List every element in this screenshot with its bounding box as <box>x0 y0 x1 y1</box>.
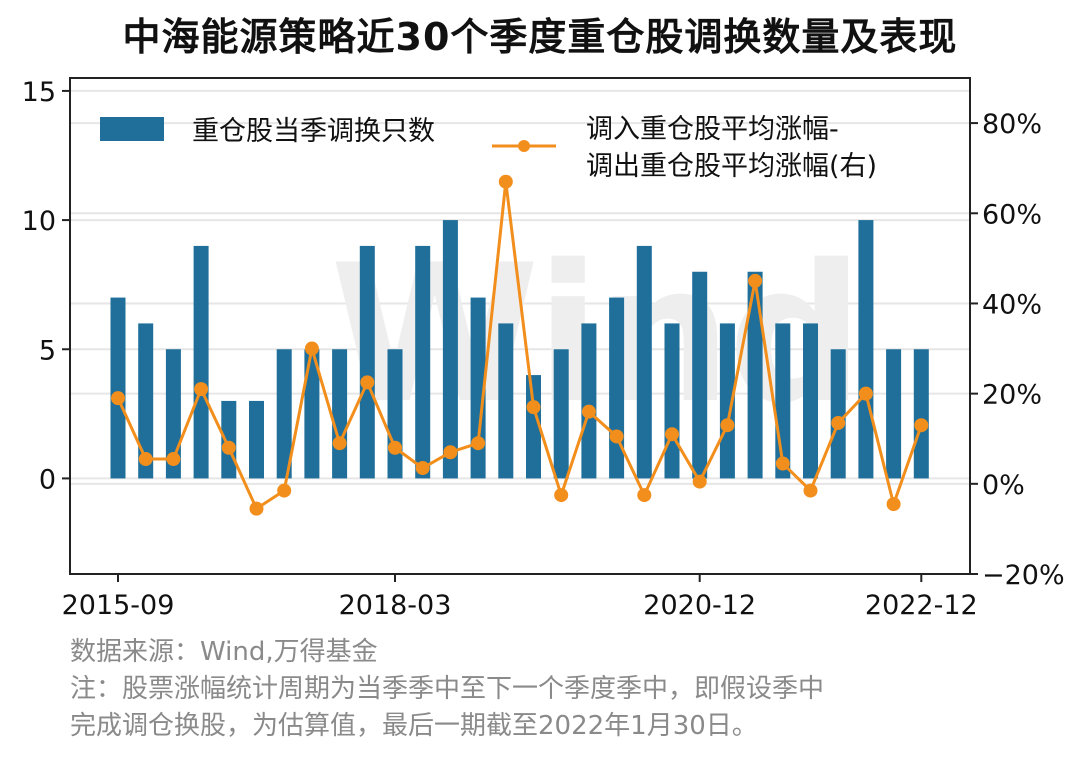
line-series <box>111 174 929 516</box>
line-point-15 <box>526 400 541 415</box>
x-tick-label-2: 2020-12 <box>643 590 756 621</box>
line-point-13 <box>471 436 486 451</box>
bar-21 <box>692 271 708 479</box>
left-axis-ticks: 0 5 10 15 <box>22 77 70 495</box>
bar-29 <box>913 349 929 479</box>
note-line-1: 注：股票涨幅统计周期为当季季中至下一个季度季中，即假设季中 <box>70 674 825 704</box>
line-point-10 <box>388 440 402 455</box>
line-point-23 <box>748 273 763 288</box>
line-point-26 <box>831 415 846 430</box>
legend-line-marker <box>518 140 530 152</box>
left-tick-label-3: 15 <box>22 77 56 108</box>
line-point-18 <box>609 429 624 444</box>
line-point-3 <box>194 382 209 397</box>
left-tick-label-1: 5 <box>39 335 56 366</box>
line-point-4 <box>221 440 236 455</box>
right-tick-label-5: 80% <box>982 109 1042 140</box>
plot-frame <box>69 77 971 575</box>
bar-15 <box>526 375 541 479</box>
bar-17 <box>581 323 597 479</box>
line-point-25 <box>803 483 818 498</box>
bar-10 <box>387 349 403 479</box>
bar-6 <box>276 349 292 479</box>
right-tick-label-1: 0% <box>982 470 1025 501</box>
x-axis-ticks: 2015-09 2018-03 2020-12 2022-12 <box>62 574 978 621</box>
bar-14 <box>498 323 514 479</box>
footnotes: 数据来源：Wind,万得基金 注：股票涨幅统计周期为当季季中至下一个季度季中，即… <box>70 634 824 745</box>
line-point-7 <box>304 341 319 356</box>
bar-5 <box>249 400 264 479</box>
right-tick-label-3: 40% <box>982 289 1042 320</box>
line-point-28 <box>886 497 901 512</box>
line-point-16 <box>554 488 569 503</box>
bar-23 <box>747 271 763 479</box>
bar-1 <box>138 323 154 479</box>
legend: 重仓股当季调换只数 调入重仓股平均涨幅- 调出重仓股平均涨幅(右) <box>100 114 877 182</box>
bar-8 <box>332 349 348 479</box>
source-note: 数据来源：Wind,万得基金 <box>70 637 378 667</box>
line-point-21 <box>692 474 707 489</box>
chart-title: 中海能源策略近30个季度重仓股调换数量及表现 <box>122 15 958 59</box>
note-line-2: 完成调仓换股，为估算值，最后一期截至2022年1月30日。 <box>70 711 758 741</box>
line-point-5 <box>249 501 264 516</box>
line-point-9 <box>360 375 375 390</box>
x-tick-label-1: 2018-03 <box>339 590 452 621</box>
bar-18 <box>609 297 625 479</box>
bar-16 <box>553 349 569 479</box>
bar-22 <box>719 323 735 479</box>
x-tick-label-0: 2015-09 <box>62 590 175 621</box>
legend-bar-swatch <box>100 117 164 141</box>
legend-line-label-1: 调入重仓股平均涨幅- <box>586 114 839 145</box>
line-point-19 <box>637 488 652 503</box>
bar-13 <box>470 297 486 479</box>
line-point-29 <box>914 418 929 433</box>
left-tick-label-0: 0 <box>39 464 56 495</box>
legend-line-label-2: 调出重仓股平均涨幅(右) <box>586 151 877 182</box>
line-point-22 <box>720 418 735 433</box>
line-point-12 <box>443 445 458 460</box>
line-point-20 <box>665 427 679 442</box>
right-tick-label-0: −20% <box>982 560 1065 591</box>
bar-9 <box>359 245 375 479</box>
line-point-8 <box>332 436 347 451</box>
bar-19 <box>636 245 652 479</box>
bar-28 <box>886 349 902 479</box>
bar-7 <box>304 349 320 479</box>
legend-bar-label: 重仓股当季调换只数 <box>192 116 435 147</box>
line-point-24 <box>775 456 790 471</box>
bar-12 <box>442 220 458 479</box>
line-point-14 <box>498 174 513 189</box>
bar-0 <box>110 297 126 479</box>
line-point-17 <box>581 404 596 419</box>
gridlines <box>70 89 970 575</box>
bar-27 <box>858 220 874 479</box>
line-point-0 <box>111 391 125 406</box>
bar-11 <box>415 245 431 479</box>
line-point-6 <box>277 483 292 498</box>
right-axis-ticks: −20% 0% 20% 40% 60% 80% <box>970 109 1065 591</box>
line-point-2 <box>166 452 181 467</box>
line-point-1 <box>138 452 153 467</box>
line-point-27 <box>858 386 873 401</box>
bar-3 <box>193 245 209 479</box>
line-point-11 <box>415 461 430 476</box>
bar-20 <box>664 323 680 479</box>
x-tick-label-3: 2022-12 <box>865 590 978 621</box>
bar-26 <box>830 349 846 479</box>
bar-25 <box>803 323 818 479</box>
right-tick-label-2: 20% <box>982 380 1042 411</box>
left-tick-label-2: 10 <box>22 206 56 237</box>
right-tick-label-4: 60% <box>982 199 1042 230</box>
